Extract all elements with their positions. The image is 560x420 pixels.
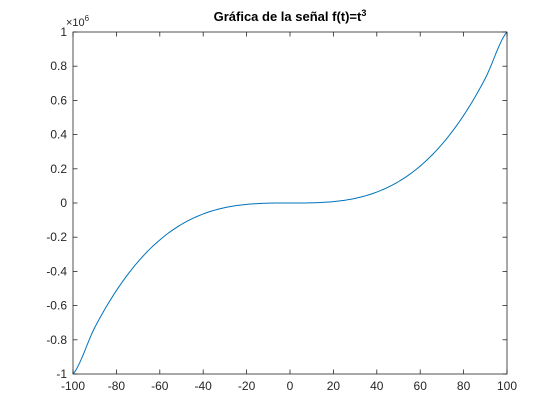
- x-tick-label: -20: [238, 379, 256, 393]
- y-tick-label: 0.8: [50, 59, 67, 73]
- x-tick-label: 80: [457, 379, 471, 393]
- y-tick-label: 0.2: [50, 162, 67, 176]
- y-tick-label: 0.6: [50, 93, 67, 107]
- y-axis-exponent: ×106: [66, 14, 90, 29]
- x-tick-label: 40: [370, 379, 384, 393]
- x-tick-label: -80: [108, 379, 126, 393]
- y-tick-label: -0.8: [46, 333, 67, 347]
- x-tick-label: -100: [61, 379, 85, 393]
- x-tick-label: 100: [497, 379, 517, 393]
- y-tick-label: -0.2: [46, 230, 67, 244]
- x-tick-label: 60: [414, 379, 428, 393]
- x-tick-label: 0: [287, 379, 294, 393]
- y-tick-label: -1: [56, 367, 67, 381]
- x-tick-label: -60: [151, 379, 169, 393]
- chart-title: Gráfica de la señal f(t)=t3: [214, 8, 367, 24]
- y-tick-label: 0.4: [50, 128, 67, 142]
- y-tick-label: -0.6: [46, 299, 67, 313]
- y-tick-label: 0: [60, 196, 67, 210]
- x-tick-label: -40: [195, 379, 213, 393]
- y-tick-label: 1: [60, 25, 67, 39]
- x-tick-label: 20: [327, 379, 341, 393]
- y-tick-label: -0.4: [46, 264, 67, 278]
